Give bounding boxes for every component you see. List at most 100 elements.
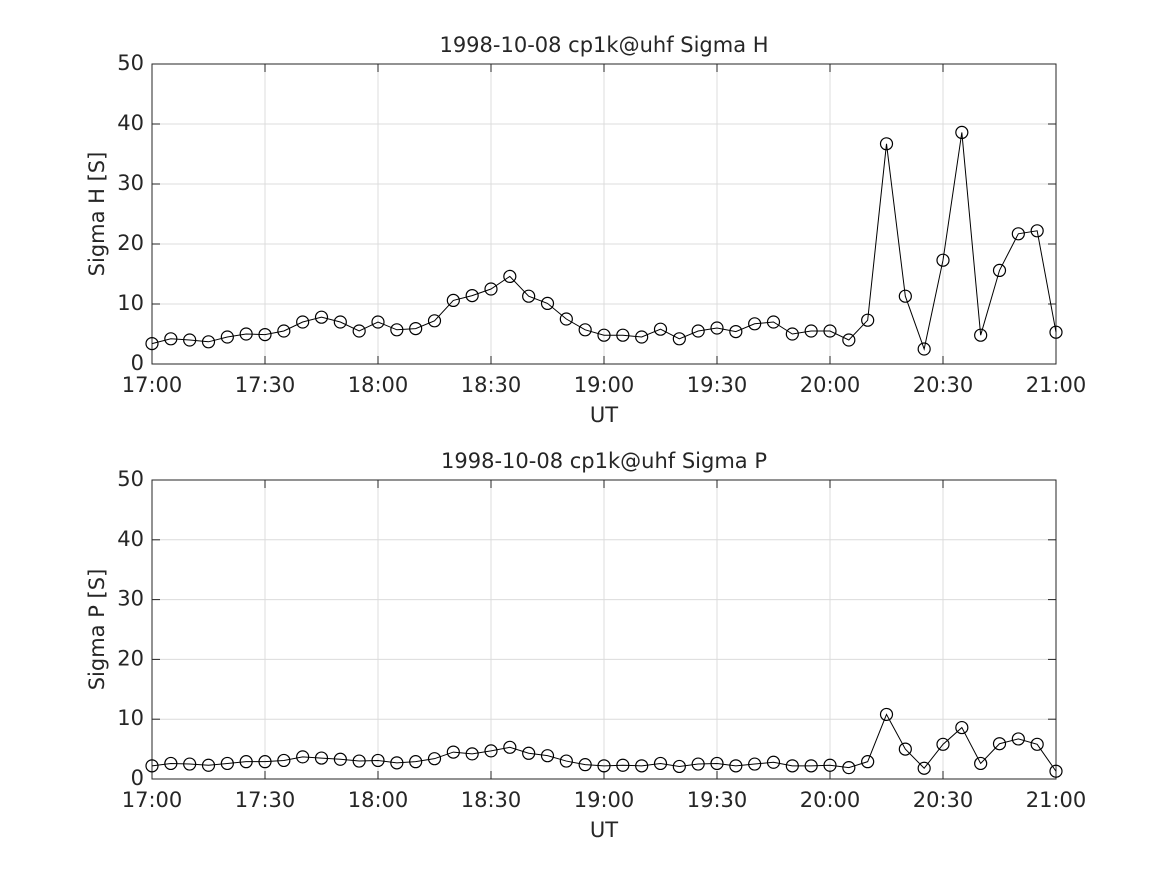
data-marker	[1049, 764, 1063, 778]
data-marker	[823, 758, 837, 772]
data-marker	[522, 289, 536, 303]
data-marker	[409, 322, 423, 336]
data-marker	[842, 761, 856, 775]
data-marker	[1030, 737, 1044, 751]
x-tick-label: 19:30	[687, 788, 748, 812]
data-marker	[465, 289, 479, 303]
x-tick-label: 21:00	[1026, 373, 1087, 397]
data-line	[151, 132, 1057, 351]
data-marker	[540, 296, 555, 310]
data-marker	[804, 759, 818, 773]
data-marker	[691, 757, 705, 771]
x-tick-label: 17:30	[235, 373, 296, 397]
data-marker	[183, 333, 197, 347]
x-tick-label: 17:30	[235, 788, 296, 812]
x-tick-label: 20:30	[913, 788, 974, 812]
data-marker	[427, 752, 442, 766]
y-tick-label: 20	[117, 646, 144, 670]
data-marker	[296, 750, 310, 764]
data-marker	[578, 758, 592, 772]
data-marker	[258, 755, 272, 769]
x-axis-label: UT	[590, 403, 618, 427]
data-marker	[296, 315, 310, 329]
data-marker	[145, 337, 159, 351]
data-marker	[333, 752, 347, 766]
y-tick-label: 30	[117, 171, 144, 195]
data-marker	[164, 756, 178, 771]
data-marker	[277, 753, 291, 768]
x-tick-label: 20:00	[800, 373, 861, 397]
data-marker	[371, 753, 385, 768]
data-marker	[936, 253, 950, 267]
y-tick-label: 20	[117, 231, 144, 255]
x-tick-label: 18:30	[461, 788, 522, 812]
data-marker	[672, 759, 686, 774]
data-marker	[672, 332, 686, 346]
data-marker	[766, 315, 781, 329]
data-marker	[164, 332, 178, 346]
data-marker	[597, 759, 611, 773]
data-marker	[314, 310, 329, 324]
data-marker	[220, 756, 234, 771]
data-marker	[446, 293, 460, 307]
data-marker	[748, 757, 762, 771]
x-tick-label: 20:30	[913, 373, 974, 397]
data-marker	[503, 269, 517, 283]
data-marker	[861, 313, 875, 327]
data-marker	[974, 756, 988, 771]
data-marker	[635, 759, 649, 773]
data-marker	[691, 324, 705, 338]
axes-box	[151, 479, 1057, 780]
data-marker	[992, 737, 1007, 751]
data-marker	[729, 759, 743, 773]
data-marker	[653, 322, 668, 336]
data-marker	[183, 757, 197, 771]
data-marker	[804, 324, 818, 338]
data-marker	[748, 317, 762, 331]
y-tick-label: 50	[117, 467, 144, 491]
y-tick-label: 40	[117, 111, 144, 135]
data-marker	[503, 740, 517, 754]
data-marker	[955, 125, 969, 139]
data-marker	[239, 327, 253, 341]
data-marker	[446, 745, 460, 759]
x-tick-label: 17:00	[122, 788, 183, 812]
data-marker	[1030, 224, 1044, 238]
data-marker	[333, 315, 347, 329]
y-tick-label: 10	[117, 291, 144, 315]
y-axis-label: Sigma P [S]	[85, 569, 109, 691]
y-tick-label: 10	[117, 706, 144, 730]
data-marker	[974, 328, 988, 342]
x-axis-label: UT	[590, 818, 618, 842]
data-marker	[898, 289, 912, 303]
data-marker	[578, 323, 592, 337]
data-marker	[559, 754, 573, 768]
data-marker	[710, 321, 724, 335]
x-tick-label: 19:00	[574, 373, 635, 397]
data-marker	[220, 330, 234, 344]
x-tick-label: 20:00	[800, 788, 861, 812]
x-tick-label: 17:00	[122, 373, 183, 397]
data-marker	[917, 761, 931, 775]
data-marker	[390, 323, 404, 337]
y-tick-label: 30	[117, 587, 144, 611]
data-marker	[409, 755, 423, 769]
y-tick-label: 40	[117, 527, 144, 551]
data-marker	[1049, 325, 1063, 339]
data-marker	[635, 330, 649, 344]
y-axis-label: Sigma H [S]	[85, 152, 109, 277]
data-marker	[1011, 227, 1025, 241]
data-marker	[371, 315, 385, 329]
data-marker	[258, 328, 272, 342]
axes-box	[151, 63, 1057, 365]
data-marker	[239, 755, 253, 769]
data-marker	[879, 137, 894, 151]
x-tick-label: 18:30	[461, 373, 522, 397]
data-marker	[1011, 732, 1025, 746]
data-marker	[201, 758, 216, 772]
y-tick-label: 0	[131, 351, 144, 375]
data-marker	[390, 756, 404, 770]
data-marker	[861, 755, 875, 769]
data-marker	[729, 325, 743, 339]
